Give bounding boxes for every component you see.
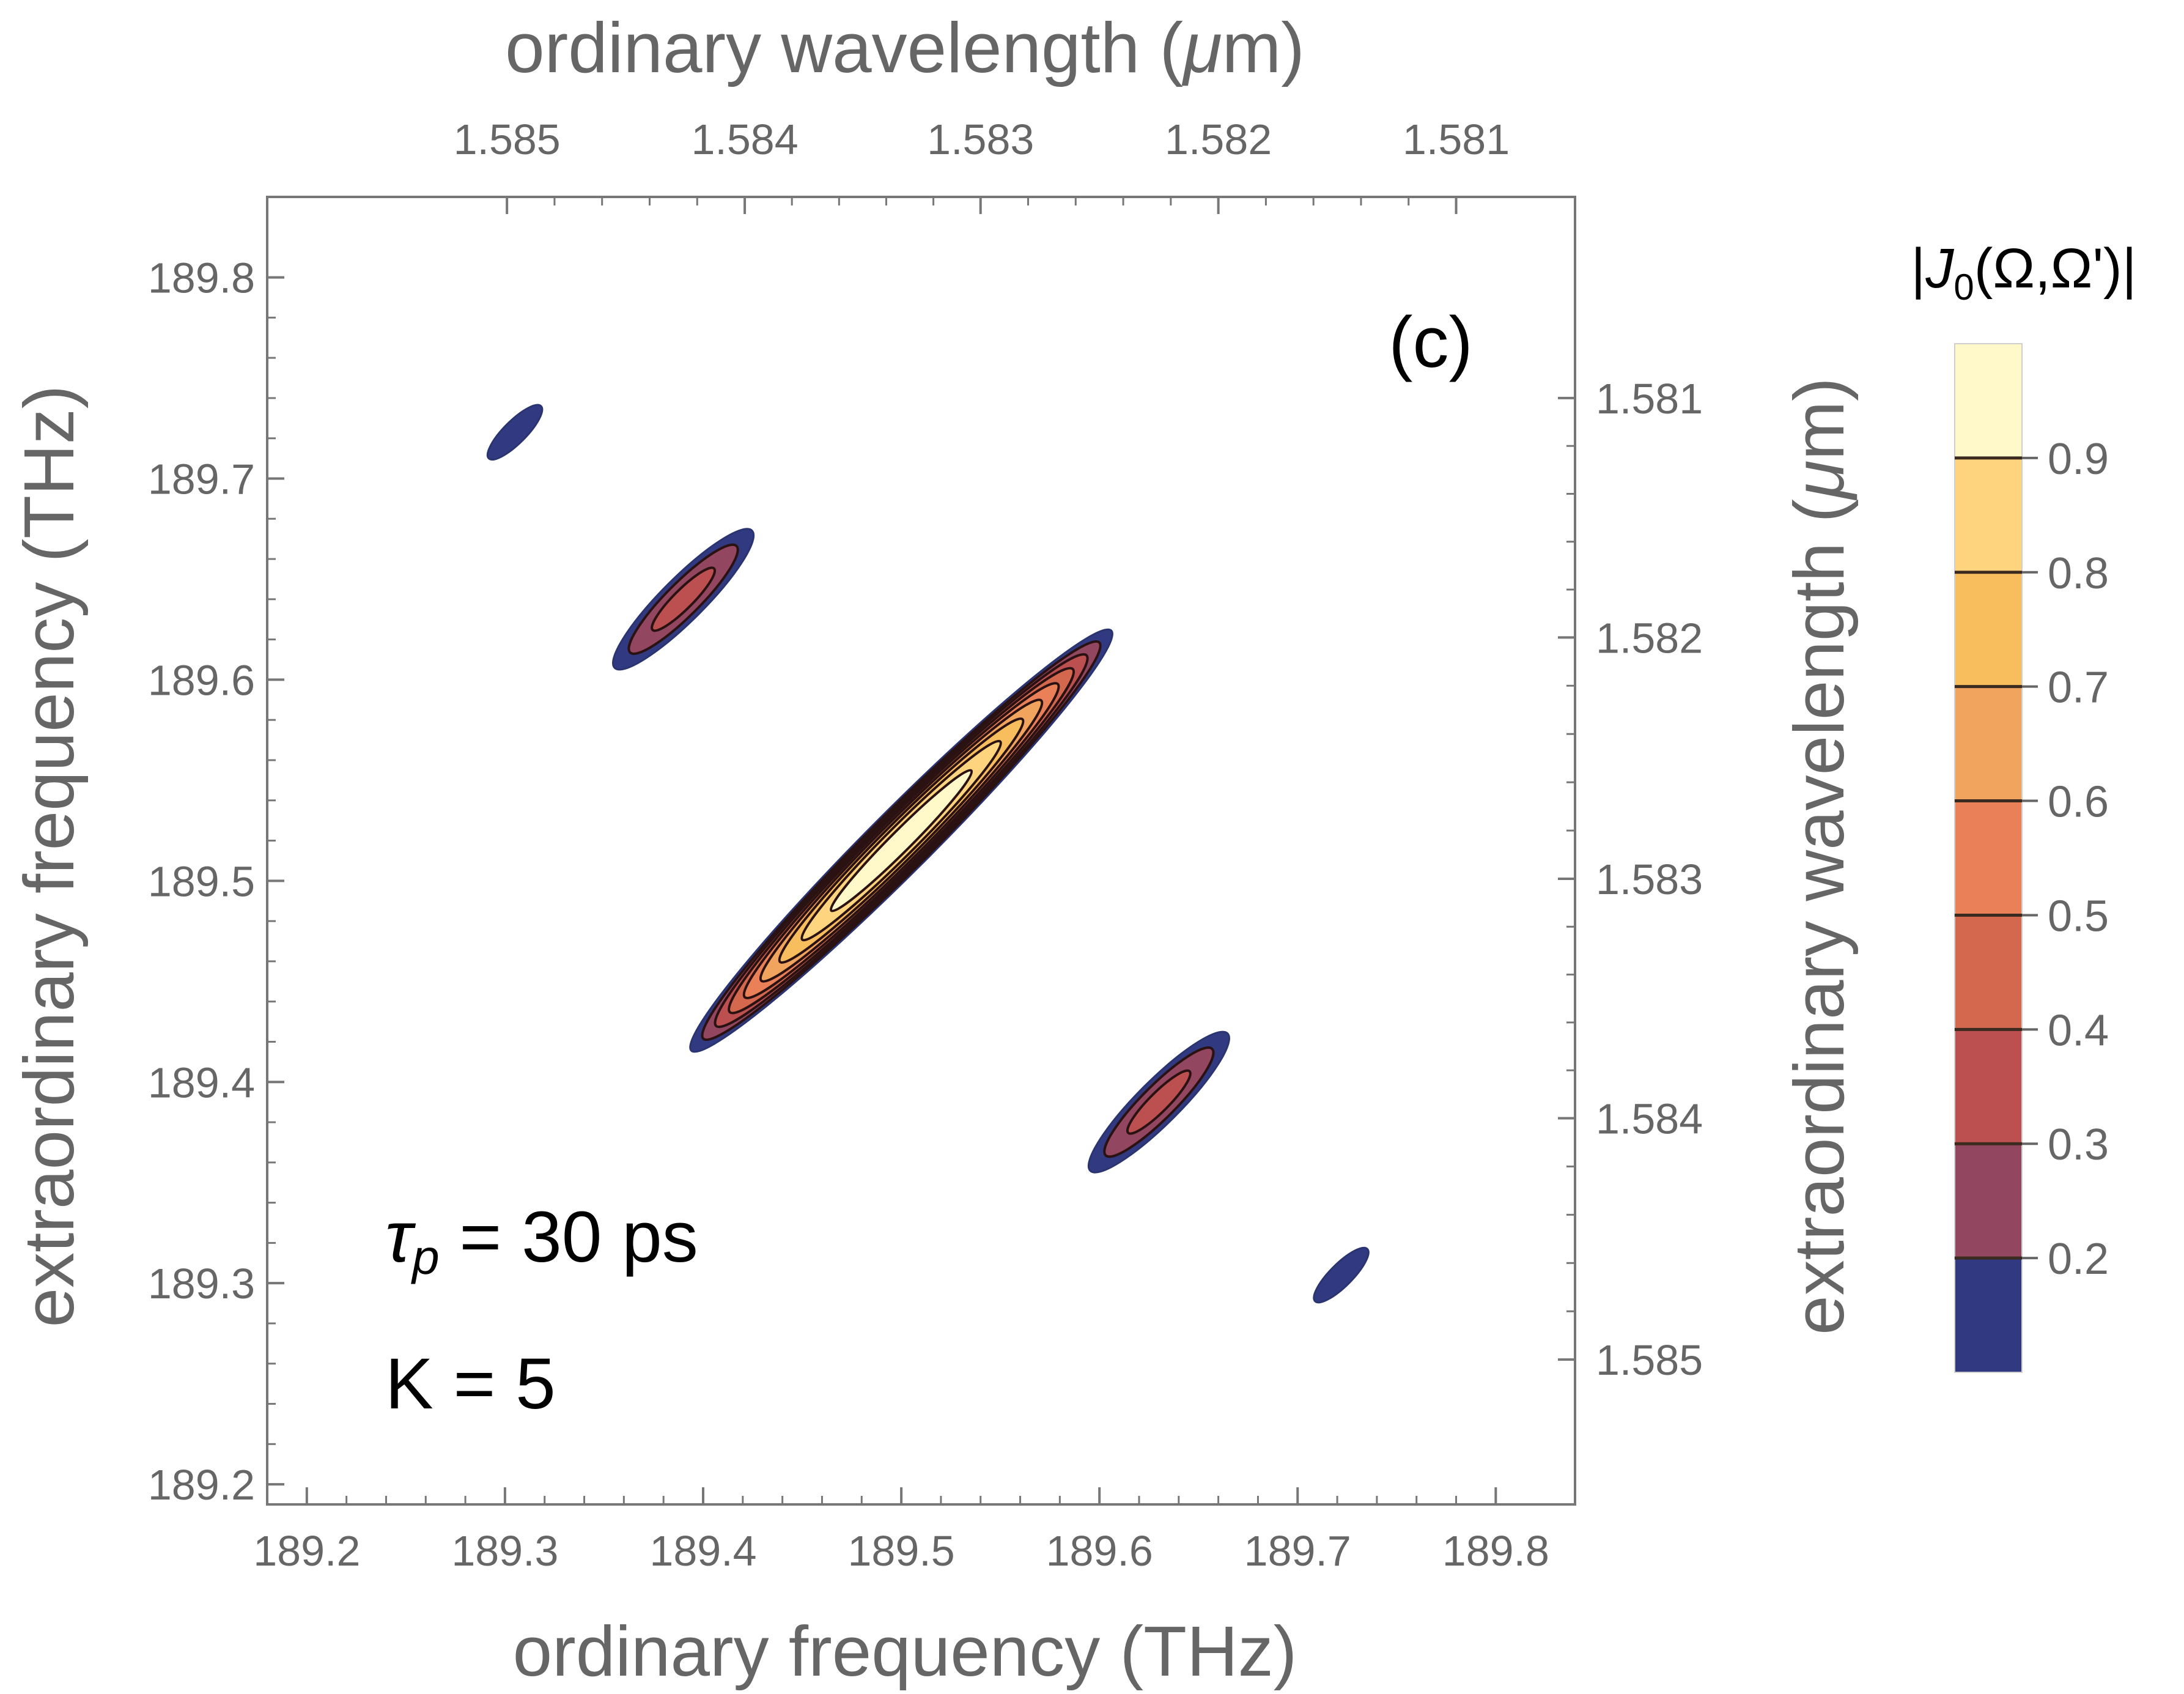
colorbar-tick-label: 0.8 [2048,549,2109,598]
right-tick-label: 1.582 [1596,614,1703,662]
contour-band [1313,1246,1370,1304]
colorbar-band [1955,1144,2022,1259]
right-axis-title: extraordinary wavelength (μm) [1779,377,1859,1335]
contour-lobe [486,404,544,461]
contour-lobe [1313,1246,1370,1304]
colorbar-band [1955,686,2022,801]
left-axis-title: extraordinary frequency (THz) [9,385,89,1328]
contour-band [486,404,544,461]
right-tick-label: 1.585 [1596,1336,1703,1384]
top-axis: 1.585 1.584 1.583 1.582 1.581 [454,116,1510,214]
top-tick-label: 1.585 [454,116,561,163]
colorbar-tick-label: 0.6 [2048,778,2109,827]
colorbar-band [1955,1029,2022,1144]
contour-lobe [689,628,1113,1053]
colorbar-frame [1954,343,2023,1373]
colorbar-tick-label: 0.4 [2048,1006,2109,1055]
right-tick-label: 1.583 [1596,856,1703,903]
y-tick-label: 189.6 [148,656,255,704]
contour-lobe [612,528,755,671]
top-tick-label: 1.583 [927,116,1034,163]
y-tick-label: 189.8 [148,254,255,302]
colorbar: 0.2 0.3 0.4 0.5 0.6 0.7 0.8 0.9 [1954,343,2109,1373]
k-annotation: K = 5 [385,1344,556,1424]
colorbar-band [1955,344,2022,458]
contour-band [829,769,973,912]
colorbar-band [1955,572,2022,687]
x-tick-label: 189.8 [1442,1527,1549,1575]
colorbar-band [1955,457,2022,572]
y-tick-label: 189.4 [148,1059,255,1106]
contour-band [1126,1069,1192,1135]
colorbar-tick-label: 0.7 [2048,664,2109,712]
colorbar-tick-label: 0.5 [2048,892,2109,941]
tau-annotation: τp = 30 ps [385,1197,698,1284]
x-tick-label: 189.4 [649,1527,756,1575]
y-tick-label: 189.2 [148,1461,255,1509]
left-axis: 189.2 189.3 189.4 189.5 189.6 189.7 189.8 [148,254,284,1509]
x-tick-label: 189.7 [1244,1527,1351,1575]
top-axis-title: ordinary wavelength (μm) [505,8,1305,87]
right-axis: 1.581 1.582 1.583 1.584 1.585 [1558,375,1703,1384]
plot-frame [266,196,1576,1506]
x-tick-label: 189.3 [451,1527,558,1575]
contour-lobes [486,404,1370,1304]
x-tick-label: 189.5 [848,1527,955,1575]
y-tick-label: 189.5 [148,857,255,905]
colorbar-band [1955,915,2022,1030]
panel-label: (c) [1389,302,1473,383]
top-tick-label: 1.581 [1403,116,1510,163]
bottom-axis: 189.2 189.3 189.4 189.5 189.6 189.7 189.8 [253,1487,1549,1575]
colorbar-tick-label: 0.9 [2048,435,2109,484]
y-tick-label: 189.7 [148,455,255,503]
colorbar-title: |J0(Ω,Ω')| [1911,237,2136,308]
contour-band [651,566,717,632]
y-tick-label: 189.3 [148,1260,255,1307]
colorbar-tick-label: 0.3 [2048,1120,2109,1169]
bottom-axis-title: ordinary frequency (THz) [513,1611,1297,1691]
contour-lobe [1087,1030,1230,1174]
top-tick-label: 1.584 [691,116,798,163]
right-tick-label: 1.581 [1596,375,1703,423]
right-tick-label: 1.584 [1596,1095,1703,1142]
colorbar-tick-label: 0.2 [2048,1235,2109,1284]
colorbar-band [1955,801,2022,915]
colorbar-band [1955,1258,2022,1372]
top-tick-label: 1.582 [1165,116,1272,163]
x-tick-label: 189.2 [253,1527,360,1575]
x-tick-label: 189.6 [1046,1527,1153,1575]
